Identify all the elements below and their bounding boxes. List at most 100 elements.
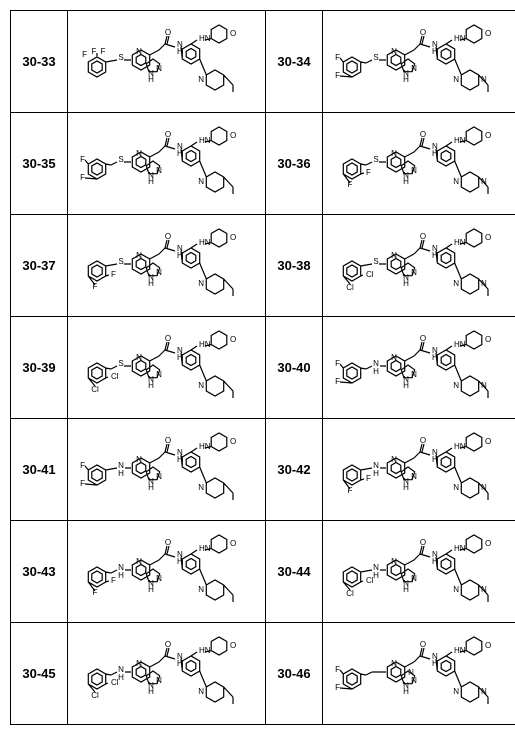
table-row: 30-37 FFSNNHNONHHNON 30-38 ClClSNNHNONHH… [11,215,515,317]
svg-text:O: O [230,437,236,446]
svg-text:N: N [481,177,487,186]
compound-id-left: 30-35 [11,113,68,215]
svg-text:H: H [177,557,183,566]
svg-text:S: S [373,155,378,164]
svg-text:HN: HN [199,442,211,451]
compound-id-right: 30-46 [266,623,323,725]
compound-id-right: 30-44 [266,521,323,623]
svg-text:O: O [485,131,491,140]
svg-text:O: O [165,232,171,241]
svg-text:F: F [80,173,85,182]
svg-text:HN: HN [454,238,466,247]
svg-text:F: F [93,588,98,597]
svg-text:N: N [481,687,487,696]
svg-text:H: H [432,251,438,260]
svg-text:N: N [156,166,162,175]
svg-text:Cl: Cl [91,691,99,700]
structure-left: FFSNNHNONHHNON [68,113,266,215]
table-row: 30-33 FFFSNNHNONHHNON 30-34 FFSNNHNONHHN… [11,11,515,113]
table-row: 30-35 FFSNNHNONHHNON 30-36 FFSNNHNONHHNO… [11,113,515,215]
svg-text:H: H [177,149,183,158]
table-row: 30-39 ClClSNNHNONHHNON 30-40 FFNHNNHNONH… [11,317,515,419]
svg-text:O: O [420,538,426,547]
svg-text:H: H [118,571,124,580]
svg-text:HN: HN [454,646,466,655]
svg-text:H: H [403,585,409,594]
svg-text:HN: HN [199,646,211,655]
svg-text:H: H [148,483,154,492]
svg-text:N: N [481,585,487,594]
svg-text:N: N [481,381,487,390]
svg-text:H: H [373,571,379,580]
svg-text:N: N [453,177,459,186]
svg-text:N: N [481,279,487,288]
svg-text:F: F [101,47,106,56]
svg-text:N: N [156,64,162,73]
svg-text:N: N [198,483,204,492]
svg-text:N: N [136,455,142,464]
compound-id-right: 30-40 [266,317,323,419]
svg-text:N: N [453,687,459,696]
svg-text:H: H [403,75,409,84]
svg-text:N: N [156,676,162,685]
svg-text:HN: HN [454,544,466,553]
svg-text:HN: HN [199,340,211,349]
structure-left: FFNHNNHNONHHNON [68,419,266,521]
svg-text:H: H [148,381,154,390]
compound-id-right: 30-36 [266,113,323,215]
svg-text:S: S [118,155,123,164]
compound-id-left: 30-39 [11,317,68,419]
svg-text:O: O [420,436,426,445]
svg-text:O: O [420,232,426,241]
svg-text:HN: HN [199,34,211,43]
svg-text:H: H [432,455,438,464]
svg-text:H: H [432,557,438,566]
svg-text:O: O [165,28,171,37]
svg-text:N: N [453,483,459,492]
svg-text:N: N [198,687,204,696]
svg-text:O: O [420,130,426,139]
svg-text:H: H [148,75,154,84]
svg-text:H: H [177,353,183,362]
svg-text:Cl: Cl [366,270,374,279]
compound-table: 30-33 FFFSNNHNONHHNON 30-34 FFSNNHNONHHN… [10,10,515,725]
compound-id-left: 30-41 [11,419,68,521]
svg-text:H: H [373,469,379,478]
svg-text:O: O [485,437,491,446]
svg-text:N: N [391,659,397,668]
svg-text:N: N [411,166,417,175]
svg-text:F: F [335,665,340,674]
svg-text:HN: HN [454,34,466,43]
svg-text:N: N [411,268,417,277]
svg-text:N: N [198,381,204,390]
svg-text:S: S [118,359,123,368]
svg-text:N: N [453,75,459,84]
structure-right: FFSNNHNONHHNONN [323,113,515,215]
svg-text:HN: HN [199,544,211,553]
svg-text:O: O [230,539,236,548]
svg-text:N: N [453,381,459,390]
structure-left: ClClSNNHNONHHNON [68,317,266,419]
table-row: 30-45 ClClNHNNHNONHHNON 30-46 FFNNHNNONH… [11,623,515,725]
svg-text:H: H [373,367,379,376]
svg-text:N: N [411,574,417,583]
structure-right: FFNHNNHNONHHNONN [323,419,515,521]
svg-text:S: S [373,53,378,62]
svg-text:N: N [411,370,417,379]
structure-right: FFNNHNNONHHNONN [323,623,515,725]
svg-text:O: O [230,641,236,650]
compound-id-left: 30-43 [11,521,68,623]
svg-text:O: O [420,28,426,37]
structure-right: FFSNNHNONHHNONN [323,11,515,113]
svg-text:O: O [165,130,171,139]
svg-text:N: N [136,149,142,158]
svg-text:N: N [391,455,397,464]
svg-text:N: N [391,47,397,56]
svg-text:N: N [391,557,397,566]
structure-right: FFNHNNHNONHHNONN [323,317,515,419]
svg-text:F: F [335,71,340,80]
svg-text:H: H [403,177,409,186]
svg-text:Cl: Cl [346,283,354,292]
svg-text:N: N [156,268,162,277]
svg-text:N: N [136,353,142,362]
